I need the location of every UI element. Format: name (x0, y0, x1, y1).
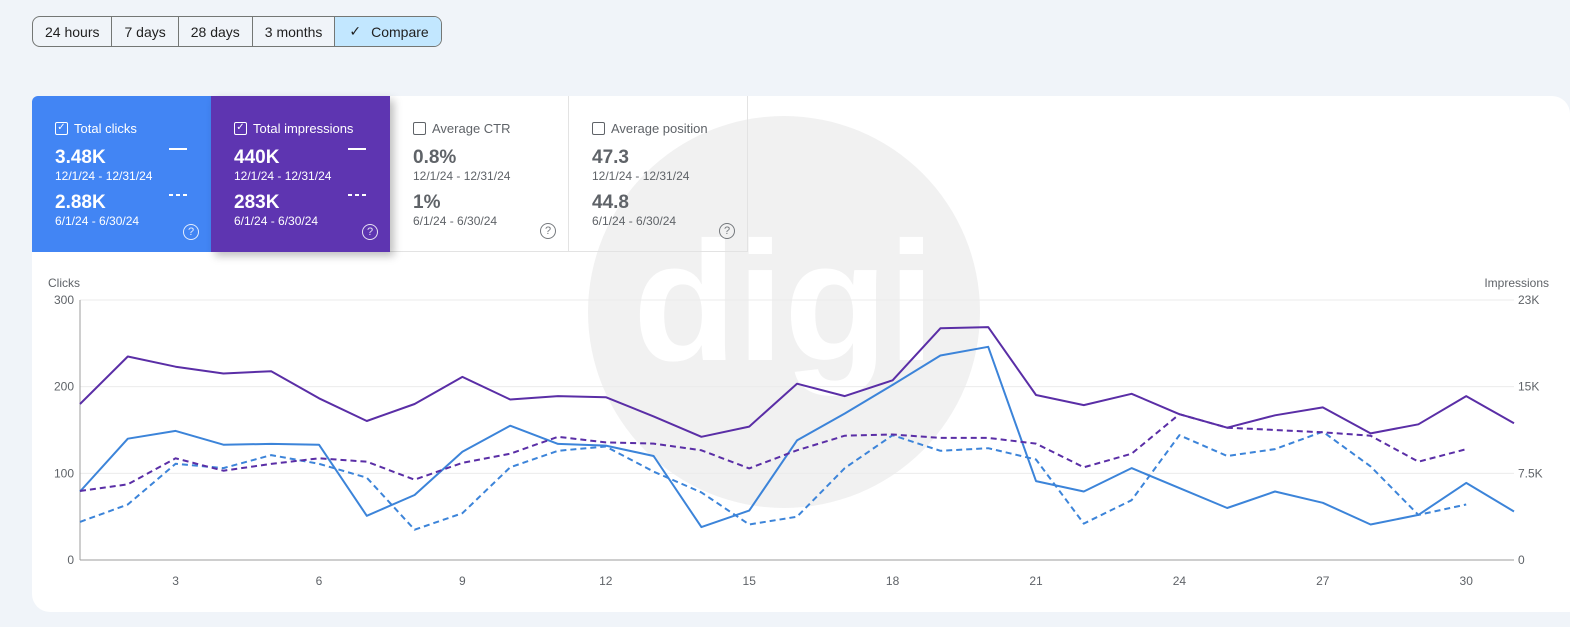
y-right-axis-label: Impressions (1484, 276, 1549, 290)
x-tick-label: 30 (1460, 574, 1474, 588)
clicks-previous-line (79, 430, 1467, 531)
metric-value-previous: 44.8 (592, 192, 629, 213)
solid-line-legend-icon (348, 148, 366, 150)
metric-label: Average position (611, 120, 708, 136)
range-compare-button[interactable]: ✓ Compare (335, 17, 441, 46)
y-right-tick-label: 23K (1518, 293, 1539, 307)
y-left-ticks: 0 100 200 300 (54, 293, 74, 567)
y-right-ticks: 0 7.5K 15K 23K (1518, 293, 1543, 567)
metric-header: ✓ Total clicks (55, 120, 211, 136)
help-icon[interactable]: ? (719, 223, 735, 239)
x-tick-label: 6 (316, 574, 323, 588)
y-right-tick-label: 15K (1518, 380, 1539, 394)
metric-range-current: 12/1/24 - 12/31/24 (592, 169, 690, 183)
y-left-tick-label: 300 (54, 293, 74, 307)
metric-average-position[interactable]: Average position 47.3 12/1/24 - 12/31/24… (569, 96, 748, 252)
watermark-text: digi (633, 207, 935, 397)
metric-label: Average CTR (432, 120, 511, 136)
chart-series (79, 326, 1515, 531)
metric-value-current: 3.48K (55, 147, 106, 168)
x-tick-label: 24 (1173, 574, 1187, 588)
metric-value-previous: 1% (413, 192, 441, 213)
performance-card: digi ✓ Total clicks 3.48K 12/1/24 - 12/3… (32, 96, 1570, 612)
checkbox-unchecked-icon[interactable] (592, 121, 605, 135)
y-right-tick-label: 0 (1518, 553, 1525, 567)
x-tick-label: 27 (1316, 574, 1330, 588)
x-tick-label: 12 (599, 574, 613, 588)
metric-total-impressions[interactable]: ✓ Total impressions 440K 12/1/24 - 12/31… (211, 96, 390, 252)
dashed-line-legend-icon (348, 194, 366, 196)
check-icon: ✓ (349, 23, 362, 39)
checkbox-unchecked-icon[interactable] (413, 121, 426, 135)
metric-value-current: 440K (234, 147, 280, 168)
range-label: 28 days (190, 23, 240, 40)
metric-label: Total clicks (74, 120, 137, 136)
x-tick-label: 21 (1029, 574, 1043, 588)
help-icon[interactable]: ? (183, 224, 199, 240)
y-left-tick-label: 0 (67, 553, 74, 567)
range-label: 3 months (264, 23, 323, 40)
range-label: Compare (371, 23, 429, 40)
date-range-selector: 24 hours 7 days 28 days 3 months ✓ Compa… (32, 16, 442, 47)
solid-line-legend-icon (169, 148, 187, 150)
impressions-current-line (79, 326, 1515, 438)
x-tick-label: 18 (886, 574, 900, 588)
x-tick-label: 3 (172, 574, 179, 588)
metric-range-previous: 6/1/24 - 6/30/24 (592, 214, 677, 228)
checkbox-checked-icon[interactable]: ✓ (234, 121, 247, 135)
y-left-tick-label: 100 (54, 466, 74, 480)
watermark-logo: digi (588, 116, 980, 508)
x-tick-label: 9 (459, 574, 466, 588)
metric-header: ✓ Total impressions (234, 120, 390, 136)
range-3-months-button[interactable]: 3 months (253, 17, 336, 46)
range-24-hours-button[interactable]: 24 hours (33, 17, 113, 46)
y-left-axis-label: Clicks (48, 276, 80, 290)
metric-label: Total impressions (253, 120, 354, 136)
metric-range-previous: 6/1/24 - 6/30/24 (55, 214, 140, 228)
impressions-previous-line (79, 413, 1467, 492)
metric-tabs: ✓ Total clicks 3.48K 12/1/24 - 12/31/24 … (32, 96, 748, 252)
y-left-tick-label: 200 (54, 380, 74, 394)
metric-value-previous: 283K (234, 192, 280, 213)
help-icon[interactable]: ? (540, 223, 556, 239)
metric-value-current: 47.3 (592, 147, 629, 168)
x-tick-label: 15 (743, 574, 757, 588)
help-icon[interactable]: ? (362, 224, 378, 240)
range-label: 24 hours (45, 23, 100, 40)
checkbox-checked-icon[interactable]: ✓ (55, 121, 68, 135)
chart-gridlines (79, 299, 1514, 561)
metric-header: Average position (592, 120, 747, 136)
metric-range-previous: 6/1/24 - 6/30/24 (234, 214, 319, 228)
range-label: 7 days (124, 23, 166, 40)
metric-value-current: 0.8% (413, 147, 457, 168)
metric-range-previous: 6/1/24 - 6/30/24 (413, 214, 498, 228)
metric-header: Average CTR (413, 120, 568, 136)
metric-range-current: 12/1/24 - 12/31/24 (55, 169, 153, 183)
metric-average-ctr[interactable]: Average CTR 0.8% 12/1/24 - 12/31/24 1% 6… (390, 96, 569, 252)
clicks-current-line (79, 345, 1515, 529)
dashed-line-legend-icon (169, 194, 187, 196)
range-28-days-button[interactable]: 28 days (179, 17, 253, 46)
metric-range-current: 12/1/24 - 12/31/24 (413, 169, 511, 183)
metric-value-previous: 2.88K (55, 192, 106, 213)
x-ticks: 3 6 9 12 15 18 21 24 27 30 (172, 574, 1473, 588)
performance-line-chart: Clicks Impressions 0 100 200 300 0 7.5K 15K 23… (48, 276, 1549, 588)
metric-total-clicks[interactable]: ✓ Total clicks 3.48K 12/1/24 - 12/31/24 … (32, 96, 211, 252)
metric-range-current: 12/1/24 - 12/31/24 (234, 169, 332, 183)
y-right-tick-label: 7.5K (1518, 466, 1543, 480)
range-7-days-button[interactable]: 7 days (112, 17, 179, 46)
